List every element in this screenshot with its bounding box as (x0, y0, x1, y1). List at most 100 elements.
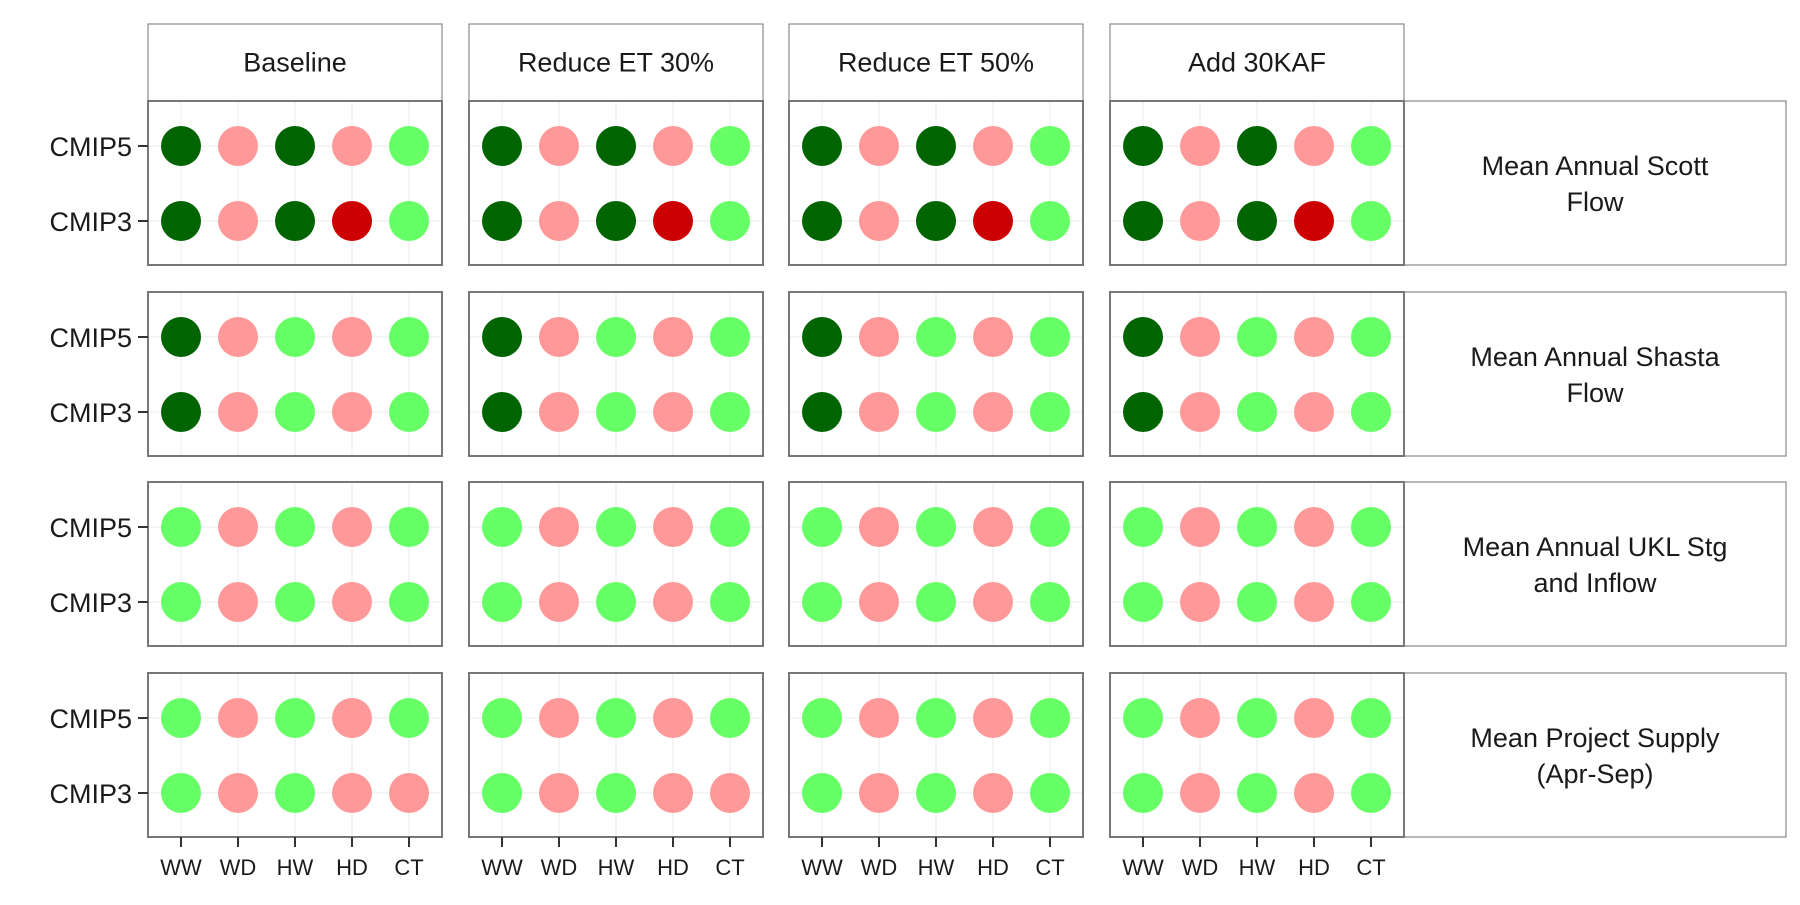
point-wd-cmip5 (859, 698, 899, 738)
x-tick-label: WD (1182, 855, 1219, 880)
x-tick-label: HD (1298, 855, 1330, 880)
col-strip-label: Baseline (243, 48, 347, 78)
point-hd-cmip5 (332, 507, 372, 547)
point-hd-cmip5 (332, 126, 372, 166)
point-hw-cmip5 (1237, 507, 1277, 547)
point-ww-cmip5 (1123, 698, 1163, 738)
point-ww-cmip5 (1123, 507, 1163, 547)
point-hw-cmip5 (916, 317, 956, 357)
point-wd-cmip5 (218, 317, 258, 357)
point-ct-cmip5 (389, 126, 429, 166)
point-hd-cmip5 (1294, 507, 1334, 547)
y-tick-label: CMIP5 (49, 323, 132, 353)
point-hw-cmip3 (1237, 773, 1277, 813)
panel-border (147, 481, 443, 647)
point-ww-cmip3 (802, 392, 842, 432)
point-hw-cmip5 (1237, 698, 1277, 738)
point-ww-cmip3 (802, 582, 842, 622)
x-tick-label: CT (1035, 855, 1064, 880)
col-strip-label: Add 30KAF (1188, 48, 1326, 78)
point-hw-cmip3 (916, 582, 956, 622)
point-ww-cmip3 (161, 582, 201, 622)
point-hw-cmip3 (596, 773, 636, 813)
point-wd-cmip5 (539, 317, 579, 357)
point-ww-cmip5 (482, 317, 522, 357)
panel-border (1109, 481, 1405, 647)
x-tick-label: CT (394, 855, 423, 880)
col-strip-reduce-et-30 (468, 23, 764, 102)
point-hd-cmip5 (973, 317, 1013, 357)
y-tick-label: CMIP3 (49, 398, 132, 428)
panel-border (788, 100, 1084, 266)
point-hd-cmip3 (1294, 582, 1334, 622)
point-wd-cmip5 (539, 507, 579, 547)
point-ct-cmip3 (1030, 773, 1070, 813)
point-hd-cmip5 (973, 507, 1013, 547)
point-wd-cmip3 (859, 773, 899, 813)
x-tick-label: CT (1356, 855, 1385, 880)
row-strip-label: Mean Annual Scott Flow (1482, 151, 1709, 217)
point-hw-cmip3 (596, 201, 636, 241)
point-hd-cmip5 (653, 317, 693, 357)
point-ct-cmip3 (389, 773, 429, 813)
point-ct-cmip3 (710, 201, 750, 241)
point-wd-cmip3 (539, 201, 579, 241)
point-hw-cmip3 (596, 392, 636, 432)
point-wd-cmip5 (539, 126, 579, 166)
point-ww-cmip3 (161, 773, 201, 813)
point-hd-cmip5 (332, 698, 372, 738)
point-ww-cmip3 (802, 201, 842, 241)
x-tick-label: HW (277, 855, 314, 880)
x-tick-label: WW (160, 855, 202, 880)
point-hd-cmip5 (1294, 126, 1334, 166)
x-tick-label: WW (1122, 855, 1164, 880)
point-hd-cmip5 (973, 698, 1013, 738)
point-ww-cmip3 (1123, 201, 1163, 241)
point-ct-cmip5 (1030, 507, 1070, 547)
point-wd-cmip5 (218, 507, 258, 547)
point-ct-cmip5 (710, 317, 750, 357)
y-tick-label: CMIP5 (49, 513, 132, 543)
point-hd-cmip3 (973, 392, 1013, 432)
point-ct-cmip3 (1030, 582, 1070, 622)
point-ct-cmip5 (710, 126, 750, 166)
point-wd-cmip3 (218, 392, 258, 432)
y-tick-label: CMIP3 (49, 207, 132, 237)
point-hd-cmip5 (1294, 698, 1334, 738)
point-ct-cmip5 (1351, 698, 1391, 738)
point-hd-cmip5 (332, 317, 372, 357)
y-tick-label: CMIP3 (49, 779, 132, 809)
y-tick-label: CMIP5 (49, 132, 132, 162)
point-hw-cmip5 (275, 317, 315, 357)
point-hw-cmip3 (275, 773, 315, 813)
point-ct-cmip3 (1351, 201, 1391, 241)
point-ww-cmip3 (482, 201, 522, 241)
point-hw-cmip3 (1237, 392, 1277, 432)
point-hd-cmip3 (332, 201, 372, 241)
point-wd-cmip5 (859, 126, 899, 166)
point-wd-cmip5 (859, 507, 899, 547)
point-hd-cmip3 (1294, 392, 1334, 432)
point-ct-cmip5 (1030, 126, 1070, 166)
point-hd-cmip5 (653, 698, 693, 738)
x-tick-label: HW (598, 855, 635, 880)
x-tick-label: HD (336, 855, 368, 880)
point-ww-cmip3 (802, 773, 842, 813)
point-hw-cmip3 (1237, 582, 1277, 622)
point-ww-cmip3 (482, 392, 522, 432)
point-hd-cmip3 (332, 773, 372, 813)
point-ct-cmip3 (1351, 582, 1391, 622)
point-ww-cmip5 (802, 126, 842, 166)
point-ct-cmip3 (1030, 392, 1070, 432)
point-wd-cmip5 (1180, 317, 1220, 357)
point-wd-cmip3 (859, 582, 899, 622)
point-wd-cmip5 (1180, 126, 1220, 166)
point-ct-cmip3 (710, 582, 750, 622)
point-hd-cmip5 (653, 126, 693, 166)
point-wd-cmip3 (218, 201, 258, 241)
y-tick-label: CMIP5 (49, 704, 132, 734)
point-hw-cmip3 (596, 582, 636, 622)
point-ct-cmip5 (1351, 126, 1391, 166)
